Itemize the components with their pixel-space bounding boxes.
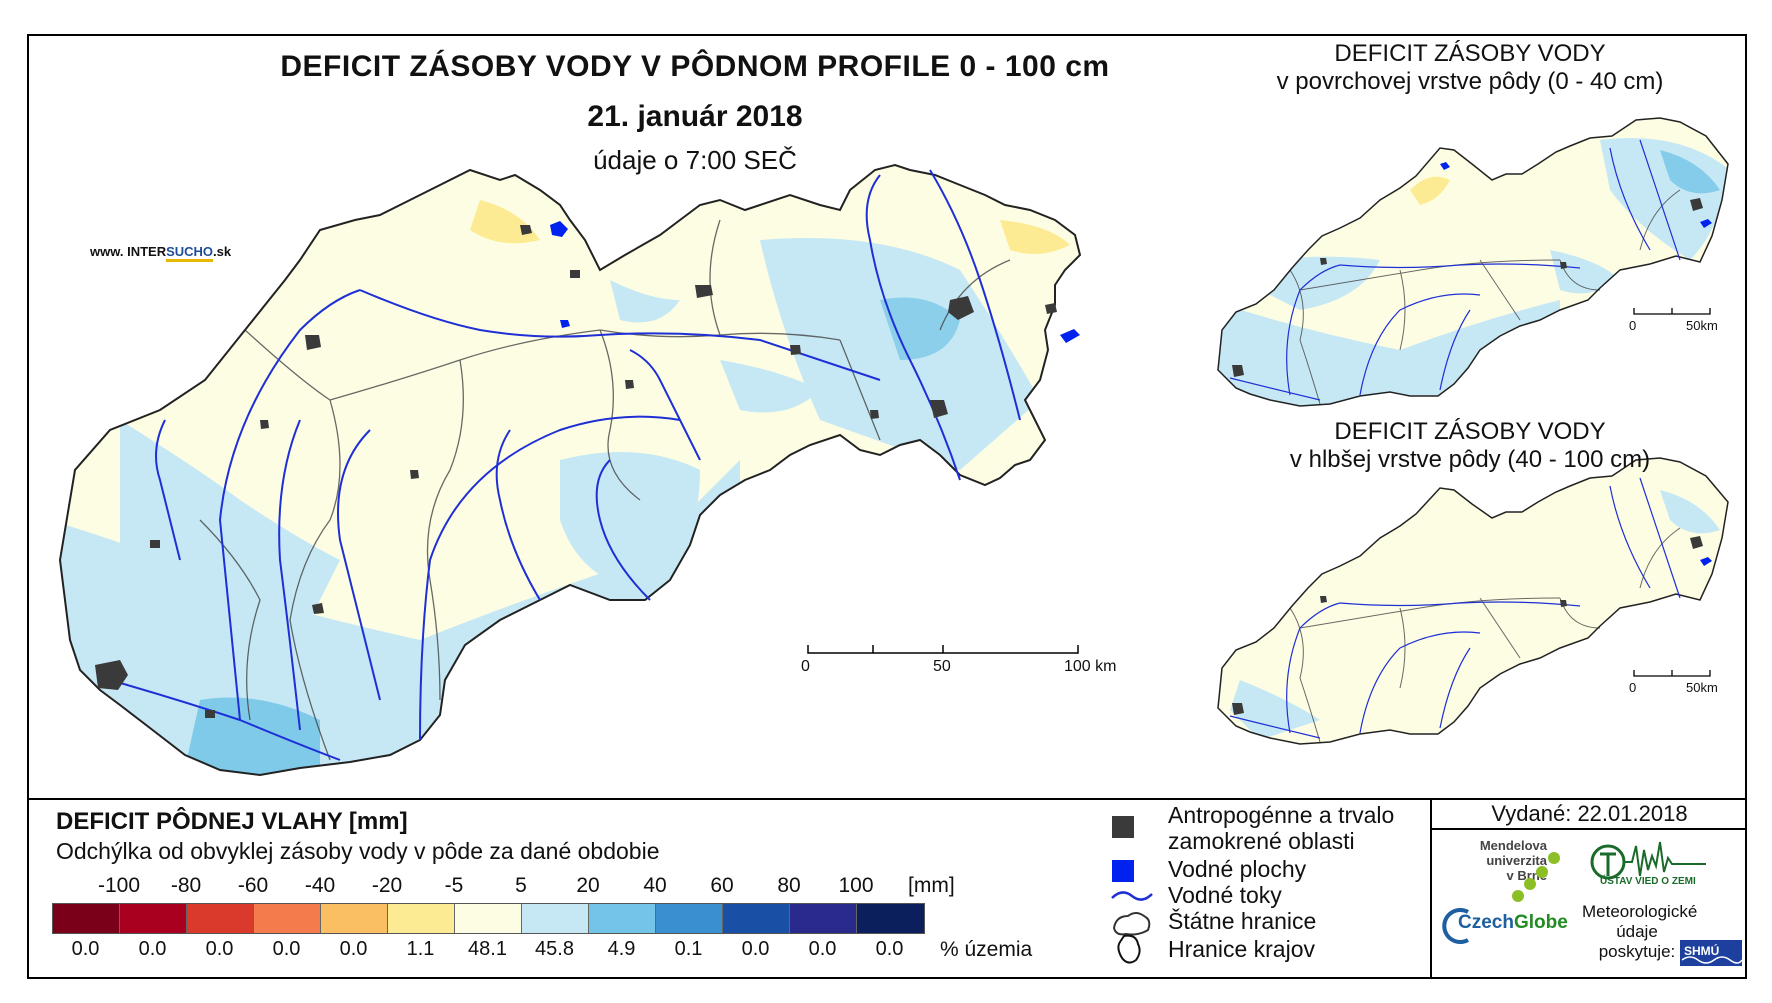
legend-divider (27, 798, 1747, 800)
shmu-logo-text: SHMÚ (1684, 944, 1720, 958)
legend-tick-label: -20 (371, 874, 403, 897)
legend-subtitle: Odchýlka od obvyklej zásoby vody v pôde … (56, 838, 660, 864)
legend-unit: [mm] (908, 874, 955, 897)
uvgz-logo-icon (1590, 841, 1706, 880)
legend-title: DEFICIT PÔDNEJ VLAHY [mm] (56, 808, 408, 835)
legend-class-percent: 0.0 (272, 938, 301, 960)
legend-class-percent: 0.0 (808, 938, 837, 960)
legend-class-percent: 45.8 (535, 938, 574, 960)
legend-class-swatch (522, 904, 589, 933)
inset-bottom-title: DEFICIT ZÁSOBY VODY v hlbšej vrstve pôdy… (1210, 418, 1730, 474)
legend-percent-row: 0.0 0.0 0.0 0.0 0.0 1.1 48.1 45.8 4.9 0.1 0.0 0.0 0.… (52, 938, 952, 964)
uvgz-logo-text: ÚSTAV VIED O ZEMI (1600, 876, 1696, 887)
blue-square-icon (1110, 858, 1136, 889)
inset-bottom-scale-bar (1633, 670, 1711, 677)
inset-top-title-line2: v povrchovej vrstve pôdy (0 - 40 cm) (1276, 68, 1664, 95)
inset-bottom-title-line2: v hlbšej vrstve pôdy (40 - 100 cm) (1289, 446, 1651, 473)
inset-top-scale-label-50: 50km (1686, 318, 1718, 333)
legend-class-percent: 48.1 (468, 938, 507, 960)
website-prefix: www. INTER (90, 244, 167, 259)
inset-top-scale-label-0: 0 (1629, 318, 1637, 333)
legend-class-percent: 0.0 (205, 938, 234, 960)
dark-square-icon (1110, 814, 1136, 845)
inset-top-title: DEFICIT ZÁSOBY VODY v povrchovej vrstve … (1210, 40, 1730, 96)
legend-anthropogenic-line2: zamokrené oblasti (1168, 828, 1355, 854)
legend-tick-label: 100 (838, 874, 874, 897)
inset-bottom-title-line1: DEFICIT ZÁSOBY VODY (1334, 418, 1606, 445)
main-scale-label-50: 50 (933, 658, 951, 675)
website-suffix: .sk (213, 244, 232, 259)
map-time-note: údaje o 7:00 SEČ (593, 145, 797, 175)
main-scale-label-100: 100 km (1064, 658, 1117, 675)
legend-class-swatch (187, 904, 254, 933)
inset-bottom-map (1217, 457, 1729, 745)
inset-top-scale-bar (1633, 308, 1711, 315)
legend-tick-label: -100 (97, 874, 141, 897)
shmu-logo-icon (1680, 940, 1742, 966)
legend-tick-label: 80 (777, 874, 801, 897)
legend-anthropogenic-line1: Antropogénne a trvalo (1168, 802, 1395, 828)
website-brand: SUCHO (166, 244, 214, 262)
legend-class-percent: 0.1 (674, 938, 703, 960)
issued-date: Vydané: 22.01.2018 (1491, 801, 1688, 826)
legend-class-percent: 0.0 (71, 938, 100, 960)
legend-class-swatch (589, 904, 656, 933)
state-border-icon (1110, 908, 1154, 943)
legend-class-swatch (120, 904, 187, 933)
legend-tick-label: -60 (237, 874, 269, 897)
legend-class-percent: 0.0 (339, 938, 368, 960)
legend-tick-labels: -100 -80 -60 -40 -20 -5 5 20 40 60 80 100 (52, 874, 952, 900)
map-title: DEFICIT ZÁSOBY VODY V PÔDNOM PROFILE 0 -… (280, 50, 1110, 83)
inset-top-title-line1: DEFICIT ZÁSOBY VODY (1334, 40, 1606, 67)
website-link[interactable]: www. INTERSUCHO.sk (90, 244, 232, 262)
legend-tick-label: 40 (643, 874, 667, 897)
legend-class-swatch (723, 904, 790, 933)
map-date: 21. január 2018 (587, 100, 803, 133)
meteo-provider-note: Meteorologické údaje poskytuje: (1582, 902, 1698, 961)
legend-tick-label: -80 (170, 874, 202, 897)
main-scale-label-0: 0 (801, 658, 810, 675)
legend-tick-label: 5 (515, 874, 527, 897)
mendel-university-logo: Mendelova univerzita v Brně (1479, 838, 1547, 883)
legend-class-percent: 1.1 (406, 938, 435, 960)
legend-class-swatch (790, 904, 857, 933)
legend-tick-label: 60 (710, 874, 734, 897)
river-line-icon (1110, 884, 1154, 913)
legend-tick-label: 20 (576, 874, 600, 897)
inset-top-map (1217, 117, 1729, 407)
region-border-icon (1110, 932, 1154, 971)
legend-class-percent: 4.9 (607, 938, 636, 960)
issued-divider (1430, 828, 1747, 830)
legend-class-swatch (455, 904, 522, 933)
legend-class-swatch (388, 904, 455, 933)
logo-divider (1430, 798, 1432, 979)
legend-class-swatch (656, 904, 723, 933)
legend-class-swatch (254, 904, 321, 933)
czechglobe-logo: CzechGlobe (1458, 912, 1568, 933)
legend-class-swatch (321, 904, 388, 933)
legend-tick-label: -5 (444, 874, 464, 897)
legend-class-percent: 0.0 (875, 938, 904, 960)
main-scale-bar (807, 645, 1079, 654)
legend-class-percent: 0.0 (138, 938, 167, 960)
czechglobe-arc-icon (1442, 908, 1469, 944)
legend-class-percent: 0.0 (741, 938, 770, 960)
legend-tick-label: -40 (304, 874, 336, 897)
legend-color-bar (52, 903, 925, 934)
legend-class-swatch (53, 904, 120, 933)
mendel-dots-icon (1512, 852, 1560, 902)
legend-class-swatch (857, 904, 924, 933)
inset-bottom-scale-label-50: 50km (1686, 680, 1718, 695)
legend-percent-unit: % územia (940, 938, 1033, 961)
inset-bottom-scale-label-0: 0 (1629, 680, 1637, 695)
